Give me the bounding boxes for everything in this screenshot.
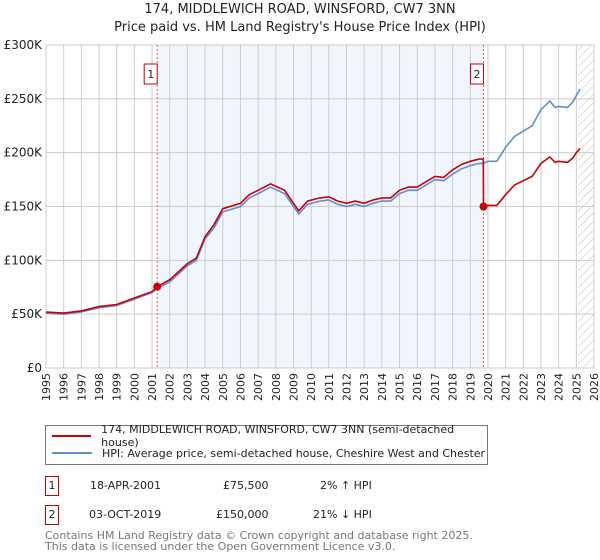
x-tick-label: 2022 (517, 373, 530, 401)
y-tick-label: £150K (4, 200, 44, 214)
x-tick-label: 2016 (411, 373, 424, 401)
x-tick-label: 2004 (199, 373, 212, 401)
x-tick-label: 2025 (570, 373, 583, 401)
footer-line-1: Contains HM Land Registry data © Crown c… (45, 529, 473, 542)
hpi-line (45, 88, 581, 316)
x-tick-label: 2001 (146, 373, 159, 401)
legend-label-property: 174, MIDDLEWICH ROAD, WINSFORD, CW7 3NN … (101, 423, 455, 449)
x-tick-label: 2018 (447, 373, 460, 401)
x-tick-label: 1995 (40, 373, 53, 401)
y-tick-label: £250K (4, 92, 44, 106)
x-tick-label: 1997 (75, 373, 88, 401)
plot-frame (45, 44, 595, 369)
x-tick-label: 2014 (376, 373, 389, 401)
x-tick-label: 2013 (358, 373, 371, 401)
sale-label: 1 (147, 68, 154, 81)
x-tick-label: 2015 (394, 373, 407, 401)
chart-subtitle: Price paid vs. HM Land Registry's House … (114, 20, 486, 35)
x-tick-label: 2011 (323, 373, 336, 401)
legend-swatch-blue (52, 452, 92, 454)
x-tick-label: 2005 (217, 373, 230, 401)
x-tick-label: 1996 (58, 373, 71, 401)
x-tick-label: 2000 (128, 373, 141, 401)
sale-label-box (470, 63, 485, 85)
price-paid-line (45, 147, 581, 314)
y-tick-label: £50K (11, 307, 43, 321)
sale-hpi: 21% ↓ HPI (313, 508, 372, 521)
x-tick-label: 2020 (482, 373, 495, 401)
sale-row-2: 2 03-OCT-2019 £150,000 21% ↓ HPI (45, 505, 545, 525)
x-tick-label: 2012 (341, 373, 354, 401)
x-tick-label: 2006 (234, 373, 247, 401)
sale-date: 03-OCT-2019 (89, 508, 162, 521)
x-tick-label: 2009 (287, 373, 300, 401)
x-tick-label: 2021 (500, 373, 513, 401)
legend-label-hpi: HPI: Average price, semi-detached house,… (102, 446, 486, 460)
sale-badge: 1 (45, 476, 59, 496)
x-tick-label: 2026 (588, 373, 600, 401)
sale-price: £75,500 (223, 479, 269, 492)
x-tick-label: 1998 (93, 373, 106, 401)
x-tick-label: 2003 (181, 373, 194, 401)
x-tick-label: 2023 (535, 373, 548, 401)
x-tick-label: 1999 (111, 373, 124, 401)
y-tick-label: £100K (4, 253, 44, 267)
sale-price: £150,000 (216, 508, 269, 521)
x-tick-label: 2017 (429, 373, 442, 401)
sale-row-1: 1 18-APR-2001 £75,500 2% ↑ HPI (45, 476, 545, 496)
footer-line-2: This data is licensed under the Open Gov… (45, 540, 396, 553)
sale-label: 2 (474, 68, 481, 81)
legend: 174, MIDDLEWICH ROAD, WINSFORD, CW7 3NN … (45, 423, 488, 465)
chart-title: 174, MIDDLEWICH ROAD, WINSFORD, CW7 3NN (144, 2, 456, 17)
sale-badge: 2 (45, 505, 59, 525)
sale-point (479, 202, 488, 211)
legend-swatch-red (52, 435, 92, 437)
x-tick-label: 2024 (553, 373, 566, 401)
plot-area: 1995 1996 1997 1998 1999 2000 2001 2002 2003 2004… (4, 38, 600, 401)
footer: Contains HM Land Registry data © Crown c… (45, 530, 473, 552)
sale-point (153, 282, 162, 291)
x-tick-label: 2007 (252, 373, 265, 401)
y-tick-label: £0 (27, 361, 42, 375)
sale-label-box (143, 63, 158, 85)
x-tick-label: 2002 (164, 373, 177, 401)
x-tick-label: 2010 (305, 373, 318, 401)
y-tick-label: £200K (4, 146, 44, 160)
y-tick-label: £300K (4, 38, 44, 52)
x-tick-label: 2008 (270, 373, 283, 401)
sale-date: 18-APR-2001 (90, 479, 162, 492)
x-tick-label: 2019 (464, 373, 477, 401)
sale-hpi: 2% ↑ HPI (320, 479, 372, 492)
